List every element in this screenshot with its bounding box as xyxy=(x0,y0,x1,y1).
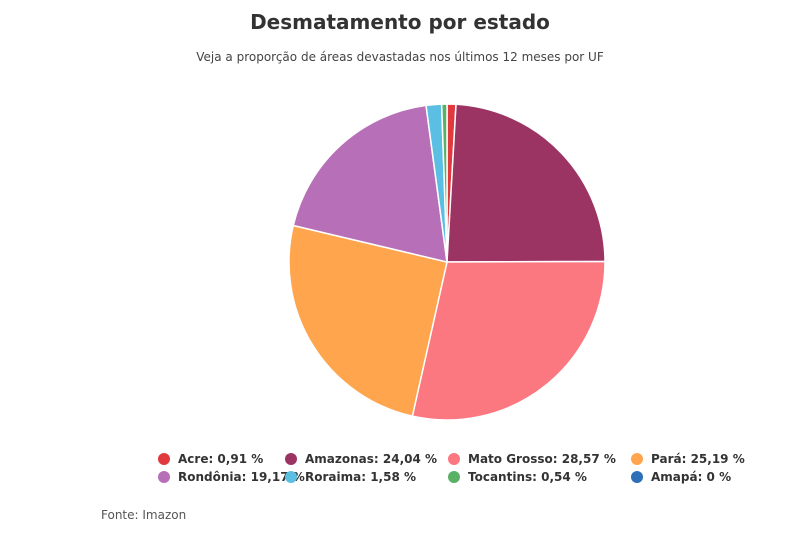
legend-label-amazonas: Amazonas: 24,04 % xyxy=(305,452,438,466)
legend-item-amapa[interactable]: Amapá: 0 % xyxy=(631,468,731,486)
legend-label-acre: Acre: 0,91 % xyxy=(178,452,264,466)
legend-marker-acre xyxy=(158,453,170,465)
chart-legend: Acre: 0,91 % Amazonas: 24,04 % Mato Gros… xyxy=(158,450,758,486)
legend-label-para: Pará: 25,19 % xyxy=(651,452,745,466)
legend-marker-roraima xyxy=(285,471,297,483)
pie-slice-tocantins[interactable] xyxy=(440,103,448,263)
legend-label-tocantins: Tocantins: 0,54 % xyxy=(468,470,587,484)
legend-marker-amapa xyxy=(631,471,643,483)
legend-item-roraima[interactable]: Roraima: 1,58 % xyxy=(285,468,416,486)
pie-slice-mato-grosso[interactable] xyxy=(411,260,606,421)
legend-item-amazonas[interactable]: Amazonas: 24,04 % xyxy=(285,450,437,468)
legend-item-tocantins[interactable]: Tocantins: 0,54 % xyxy=(448,468,587,486)
legend-item-acre[interactable]: Acre: 0,91 % xyxy=(158,450,263,468)
legend-row-2: Rondônia: 19,17 % Roraima: 1,58 % Tocant… xyxy=(158,468,758,486)
legend-marker-mato-grosso xyxy=(448,453,460,465)
pie-slice-amazonas[interactable] xyxy=(446,103,606,263)
chart-source: Fonte: Imazon xyxy=(101,508,187,522)
pie-slice-para[interactable] xyxy=(288,224,448,417)
legend-marker-tocantins xyxy=(448,471,460,483)
legend-marker-amazonas xyxy=(285,453,297,465)
pie-slice-rondonia[interactable] xyxy=(292,104,448,263)
legend-marker-para xyxy=(631,453,643,465)
legend-row-1: Acre: 0,91 % Amazonas: 24,04 % Mato Gros… xyxy=(158,450,758,468)
legend-item-para[interactable]: Pará: 25,19 % xyxy=(631,450,745,468)
legend-item-rondonia[interactable]: Rondônia: 19,17 % xyxy=(158,468,305,486)
legend-label-mato-grosso: Mato Grosso: 28,57 % xyxy=(468,452,616,466)
legend-label-amapa: Amapá: 0 % xyxy=(651,470,732,484)
legend-item-mato-grosso[interactable]: Mato Grosso: 28,57 % xyxy=(448,450,616,468)
legend-marker-rondonia xyxy=(158,471,170,483)
legend-label-roraima: Roraima: 1,58 % xyxy=(305,470,416,484)
chart-subtitle: Veja a proporção de áreas devastadas nos… xyxy=(196,50,604,64)
legend-label-rondonia: Rondônia: 19,17 % xyxy=(178,470,305,484)
chart-title: Desmatamento por estado xyxy=(250,10,550,34)
